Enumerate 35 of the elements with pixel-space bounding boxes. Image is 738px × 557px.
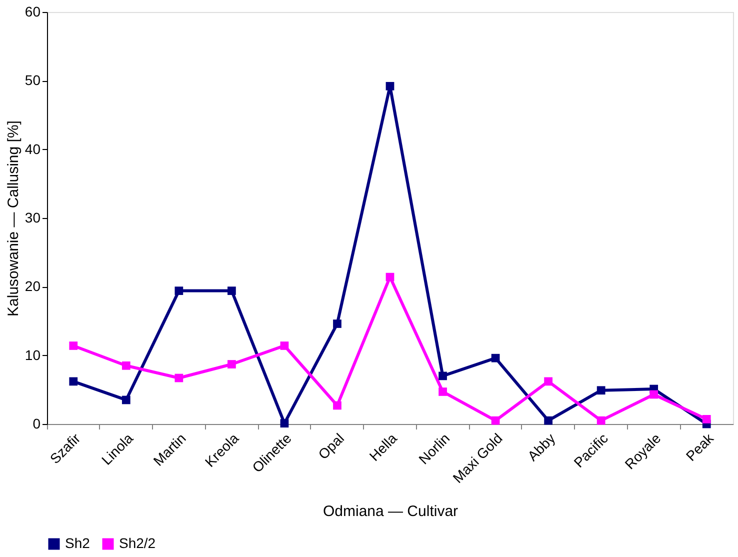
y-tick-label: 50	[24, 72, 41, 88]
legend-label: Sh2/2	[119, 535, 156, 551]
point	[333, 320, 342, 328]
point	[491, 416, 500, 425]
point	[544, 416, 552, 425]
y-tick-label: 30	[24, 210, 41, 226]
point	[386, 272, 394, 282]
point	[650, 390, 658, 399]
point	[174, 374, 184, 382]
point	[491, 354, 500, 362]
x-axis-title: Odmiana — Cultivar	[322, 502, 458, 520]
y-tick-label: 0	[32, 416, 41, 432]
point	[122, 361, 130, 370]
point	[69, 342, 78, 350]
point	[438, 388, 447, 396]
y-tick-label: 40	[24, 140, 41, 157]
point	[438, 372, 447, 380]
point	[228, 360, 236, 368]
point	[280, 419, 289, 428]
point	[228, 286, 236, 295]
y-axis-title: Kalusowanie — Callusing [%]	[4, 120, 22, 316]
y-tick-label: 20	[24, 278, 41, 294]
point	[702, 415, 711, 424]
point	[122, 396, 130, 404]
y-tick-label: 10	[24, 346, 41, 363]
legend-label: Sh2	[65, 535, 90, 551]
point	[596, 416, 606, 425]
point	[280, 342, 289, 350]
y-tick-label: 60	[24, 4, 41, 20]
point	[174, 286, 184, 295]
point	[596, 386, 606, 395]
point	[544, 377, 552, 386]
point	[386, 82, 394, 90]
point	[333, 401, 342, 410]
point	[69, 377, 78, 386]
